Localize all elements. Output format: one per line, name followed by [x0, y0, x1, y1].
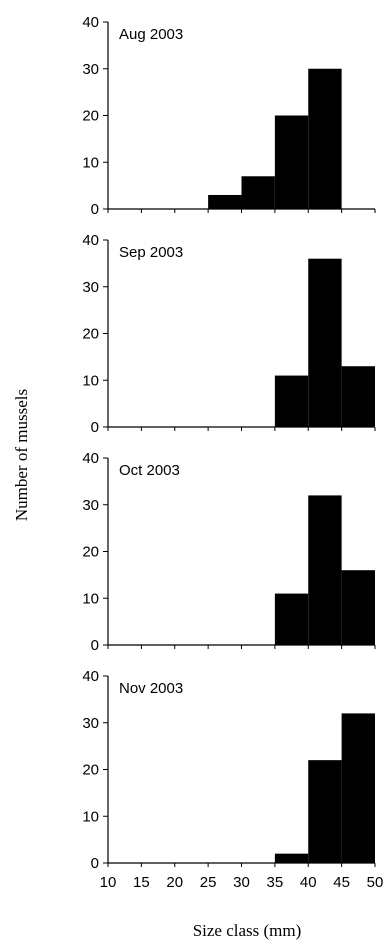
y-tick-label: 20: [82, 326, 99, 343]
y-tick-label: 10: [82, 590, 99, 607]
y-axis-title: Number of mussels: [12, 389, 31, 521]
x-tick-label: 15: [133, 874, 150, 891]
x-tick-label: 40: [300, 874, 317, 891]
y-tick-label: 0: [91, 201, 99, 218]
panel-title: Nov 2003: [119, 680, 183, 697]
x-axis-title: Size class (mm): [193, 921, 302, 940]
y-tick-label: 40: [82, 668, 99, 685]
bar-40-45: [308, 258, 342, 427]
y-tick-label: 30: [82, 715, 99, 732]
bar-40-45: [308, 68, 342, 209]
bar-30-35: [241, 176, 275, 209]
bar-45-50: [341, 570, 375, 645]
x-tick-label: 30: [233, 874, 250, 891]
panel-2: 0 10 20 30 40 Sep 2003: [82, 232, 376, 436]
bar-35-40: [274, 115, 309, 209]
bar-45-50: [341, 713, 375, 863]
bar-35-40: [274, 853, 309, 863]
y-tick-label: 40: [82, 14, 99, 31]
x-tick-label: 50: [367, 874, 384, 891]
y-tick-label: 10: [82, 372, 99, 389]
y-tick-label: 0: [91, 855, 99, 872]
bar-35-40: [274, 593, 309, 645]
x-tick-label: 25: [200, 874, 217, 891]
y-tick-label: 20: [82, 762, 99, 779]
y-tick-label: 20: [82, 544, 99, 561]
y-tick-label: 30: [82, 279, 99, 296]
y-tick-label: 10: [82, 808, 99, 825]
y-tick-label: 30: [82, 61, 99, 78]
bar-35-40: [274, 375, 309, 427]
panel-1: 0 10 20 30 40 Aug 2003: [82, 14, 376, 218]
x-tick-label: 10: [100, 874, 117, 891]
y-tick-label: 10: [82, 154, 99, 171]
x-tick-label: 20: [166, 874, 183, 891]
bar-40-45: [308, 760, 342, 863]
y-tick-label: 20: [82, 108, 99, 125]
y-tick-label: 0: [91, 419, 99, 436]
panel-title: Sep 2003: [119, 244, 183, 261]
y-tick-label: 40: [82, 232, 99, 249]
y-tick-label: 40: [82, 450, 99, 467]
bar-25-30: [208, 194, 242, 209]
x-tick-label: 35: [267, 874, 284, 891]
panel-3: 0 10 20 30 40 Oct 2003: [82, 450, 376, 654]
y-tick-label: 0: [91, 637, 99, 654]
panel-4: 0 10 20 30 40 Nov 2003: [82, 668, 376, 872]
panel-title: Oct 2003: [119, 462, 180, 479]
x-tick-label: 45: [333, 874, 350, 891]
x-tick-labels: 10 15 20 25 30 35 40 45 50: [100, 874, 384, 891]
panel-title: Aug 2003: [119, 26, 183, 43]
y-tick-label: 30: [82, 497, 99, 514]
bar-45-50: [341, 366, 375, 427]
bar-40-45: [308, 495, 342, 645]
